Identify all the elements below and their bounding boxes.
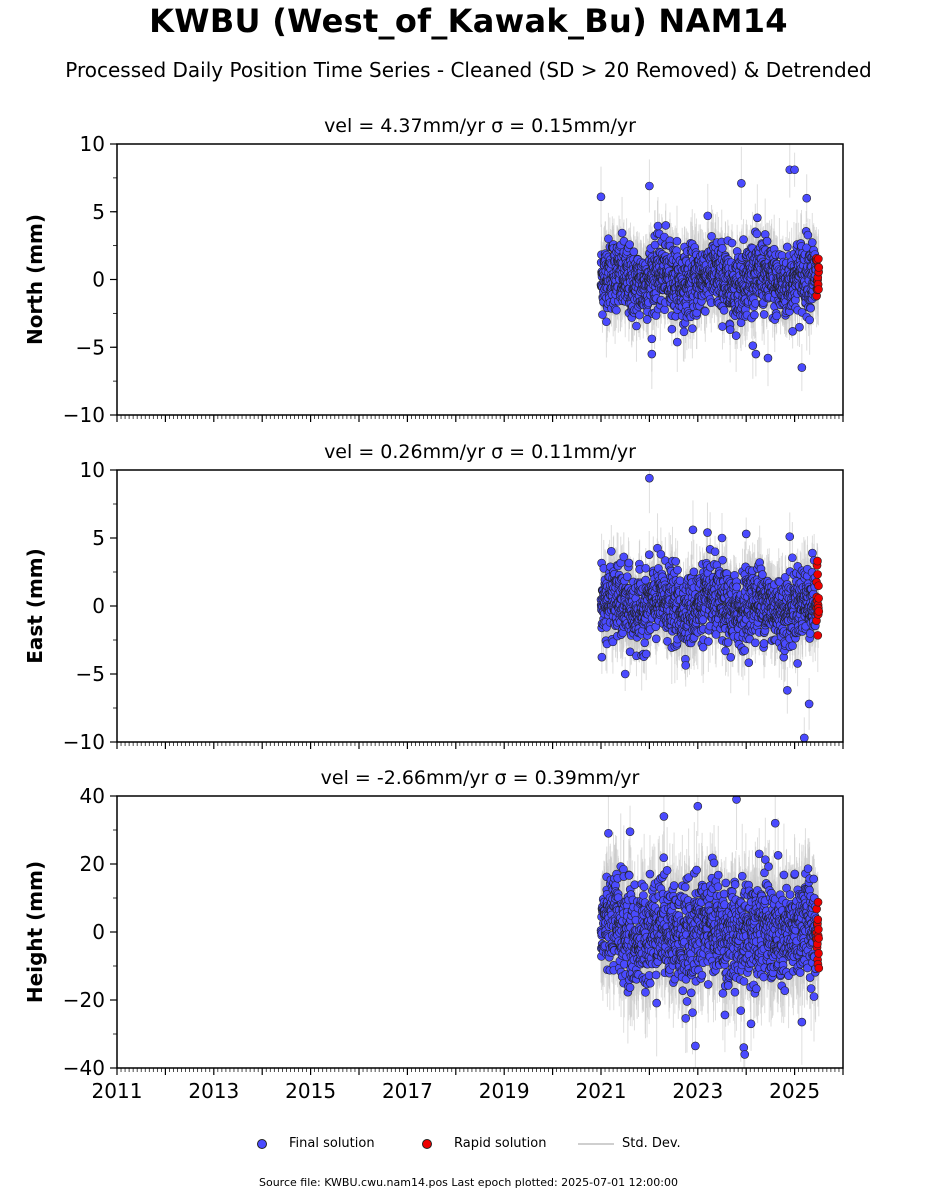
final-solution-point bbox=[608, 637, 618, 647]
panel-0: vel = 4.37mm/yr σ = 0.15mm/yr North (mm) 1… bbox=[23, 115, 844, 427]
final-solution-point bbox=[619, 552, 629, 562]
final-solution-point bbox=[667, 324, 677, 334]
plot-area bbox=[596, 470, 824, 742]
final-solution-point bbox=[624, 558, 634, 568]
final-solution-point bbox=[679, 327, 689, 337]
final-solution-point bbox=[629, 247, 639, 257]
plot-area bbox=[596, 144, 824, 392]
final-solution-point bbox=[632, 321, 641, 331]
final-solution-point bbox=[806, 303, 815, 313]
final-solution-point bbox=[604, 234, 613, 244]
final-solution-point bbox=[660, 305, 669, 315]
chart-subtitle: Processed Daily Position Time Series - C… bbox=[65, 58, 872, 82]
final-solution-point bbox=[750, 310, 759, 320]
final-solution-point bbox=[598, 310, 607, 319]
final-solution-point bbox=[772, 311, 781, 321]
final-solution-point bbox=[622, 572, 632, 581]
final-solution-point bbox=[759, 310, 769, 319]
final-solution-point bbox=[703, 211, 713, 221]
final-solution-point bbox=[805, 315, 814, 325]
y-tick-label: −5 bbox=[76, 335, 105, 359]
final-solution-point bbox=[653, 221, 663, 231]
final-solution-point bbox=[718, 322, 727, 331]
final-solution-point bbox=[596, 192, 606, 202]
final-solution-point bbox=[788, 327, 797, 336]
rapid-solution-point bbox=[814, 254, 823, 264]
final-solution-point bbox=[661, 221, 671, 230]
final-solution-point bbox=[803, 230, 813, 240]
final-solution-point bbox=[737, 178, 746, 188]
final-solution-point bbox=[607, 547, 616, 556]
final-solution-point bbox=[802, 193, 812, 203]
final-solution-point bbox=[625, 240, 634, 249]
final-solution-point bbox=[672, 236, 682, 246]
final-solution-point bbox=[797, 363, 807, 372]
final-solution-point bbox=[718, 244, 727, 253]
final-solution-point bbox=[635, 310, 644, 320]
final-solution-point bbox=[731, 331, 741, 340]
y-tick-label: 5 bbox=[92, 200, 105, 224]
final-solution-point bbox=[617, 228, 627, 238]
rapid-solution-point bbox=[814, 285, 823, 294]
final-solution-point bbox=[762, 236, 772, 246]
y-tick-label: −10 bbox=[63, 403, 105, 427]
final-solution-point bbox=[725, 325, 735, 334]
final-solution-point bbox=[647, 349, 657, 359]
final-solution-point bbox=[688, 324, 697, 333]
panel-title: vel = 4.37mm/yr σ = 0.15mm/yr bbox=[324, 115, 636, 137]
final-solution-point bbox=[602, 317, 611, 327]
final-solution-point bbox=[739, 235, 748, 244]
final-solution-point bbox=[719, 306, 729, 315]
final-solution-point bbox=[625, 647, 635, 657]
rapid-solution-point bbox=[814, 263, 824, 272]
final-solution-point bbox=[647, 334, 657, 344]
final-solution-point bbox=[790, 165, 799, 175]
final-solution-point bbox=[748, 341, 758, 350]
chart-title: KWBU (West_of_Kawak_Bu) NAM14 bbox=[149, 2, 788, 40]
y-tick-label: 0 bbox=[92, 268, 105, 292]
panel-title: vel = 0.26mm/yr σ = 0.11mm/yr bbox=[324, 441, 636, 463]
final-solution-point bbox=[795, 322, 804, 332]
y-axis-label: East (mm) bbox=[23, 548, 47, 664]
y-axis-label: North (mm) bbox=[23, 214, 47, 345]
final-solution-point bbox=[727, 238, 737, 248]
final-solution-point bbox=[807, 238, 817, 247]
final-solution-point bbox=[763, 353, 773, 363]
final-solution-point bbox=[752, 229, 762, 239]
final-solution-point bbox=[753, 213, 762, 223]
final-solution-point bbox=[751, 349, 761, 359]
final-solution-point bbox=[701, 307, 710, 316]
final-solution-point bbox=[597, 652, 607, 662]
final-solution-point bbox=[645, 181, 654, 191]
y-tick-label: 10 bbox=[80, 132, 105, 156]
final-solution-point bbox=[672, 337, 682, 347]
final-solution-point bbox=[782, 242, 792, 252]
final-solution-point bbox=[612, 305, 621, 315]
final-solution-point bbox=[707, 232, 716, 241]
